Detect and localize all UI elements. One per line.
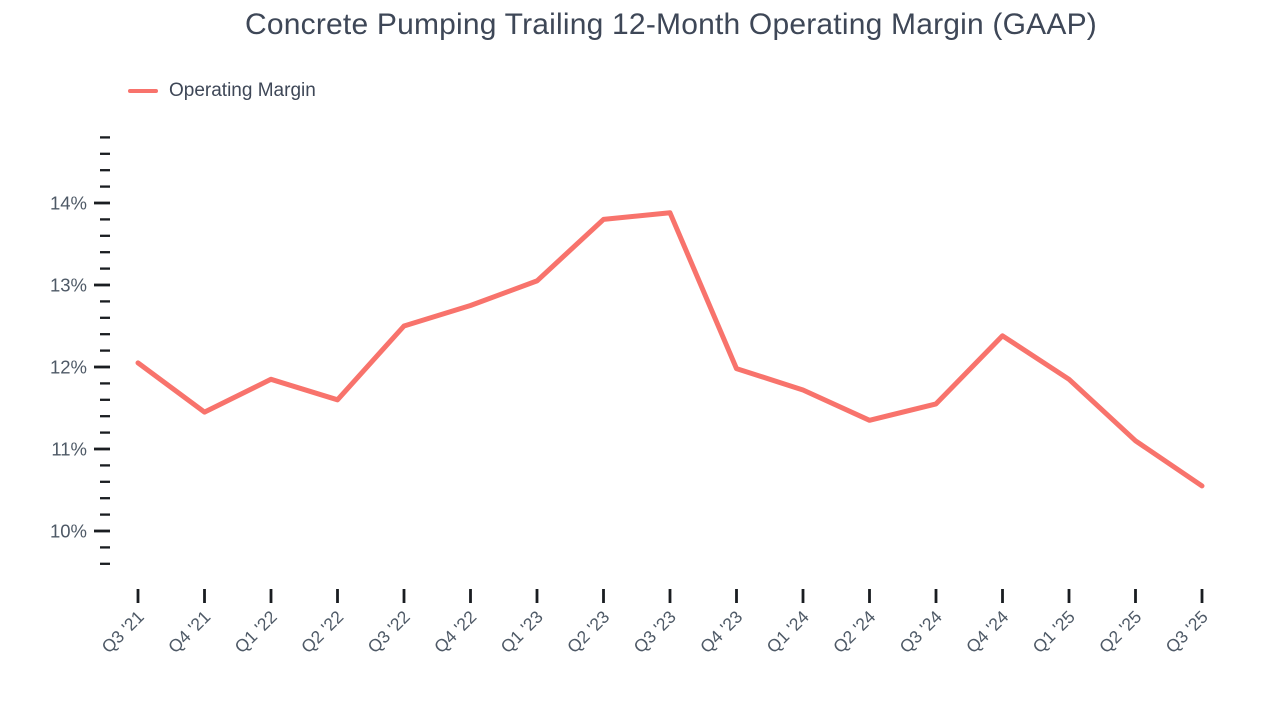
chart-title: Concrete Pumping Trailing 12-Month Opera… <box>245 8 1097 41</box>
y-axis-label: 13% <box>50 275 87 296</box>
legend-label: Operating Margin <box>169 80 316 101</box>
x-axis-label: Q3 '23 <box>630 607 680 657</box>
x-axis-label: Q4 '22 <box>430 607 480 657</box>
x-axis-label: Q1 '25 <box>1029 607 1079 657</box>
x-axis-label: Q3 '25 <box>1162 607 1212 657</box>
y-axis-label: 14% <box>50 193 87 214</box>
x-axis-label: Q1 '22 <box>231 607 281 657</box>
y-axis-label: 11% <box>51 439 87 460</box>
x-axis-label: Q4 '24 <box>962 606 1012 656</box>
x-axis-label: Q4 '21 <box>164 607 214 657</box>
x-axis-label: Q2 '23 <box>563 607 613 657</box>
operating-margin-line <box>135 210 1205 489</box>
x-axis-label: Q3 '21 <box>98 607 148 657</box>
x-axis-label: Q2 '24 <box>829 606 879 656</box>
x-axis-label: Q1 '24 <box>763 606 813 656</box>
x-axis-label: Q3 '22 <box>364 607 414 657</box>
y-axis-label: 12% <box>50 357 87 378</box>
legend-swatch-operating-margin <box>128 88 158 94</box>
x-axis-label: Q4 '23 <box>696 607 746 657</box>
x-axis-label: Q1 '23 <box>497 607 547 657</box>
x-axis-label: Q2 '25 <box>1095 607 1145 657</box>
x-axis-label: Q2 '22 <box>297 607 347 657</box>
y-axis-label: 10% <box>50 521 87 542</box>
legend: Operating Margin <box>128 80 316 102</box>
x-axis-label: Q3 '24 <box>896 606 946 656</box>
